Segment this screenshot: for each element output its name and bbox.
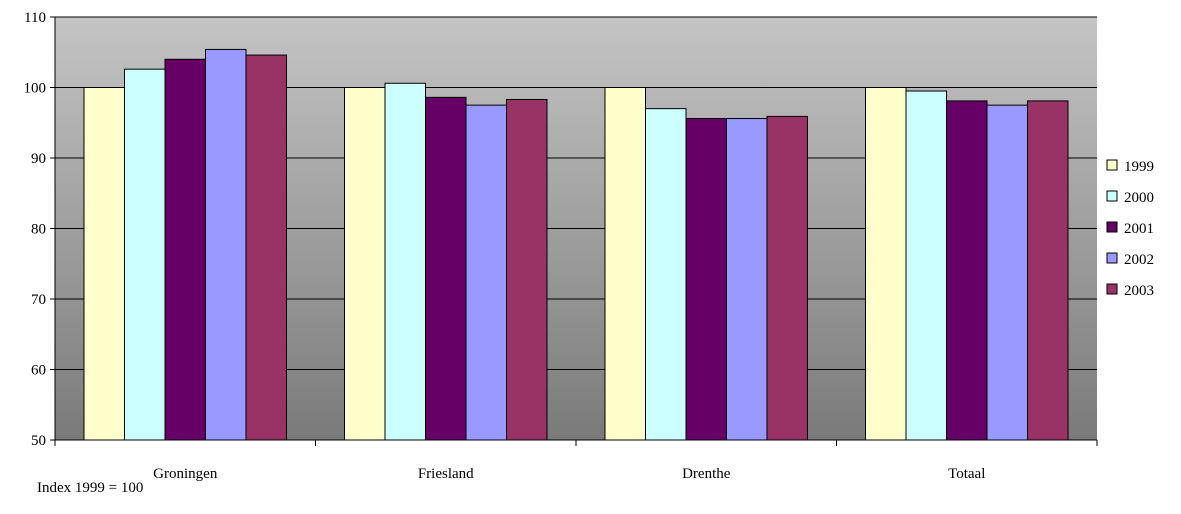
legend-label-2002: 2002: [1124, 252, 1154, 268]
y-tick-label: 70: [31, 292, 46, 308]
legend-label-2003: 2003: [1124, 283, 1154, 299]
x-tick-label: Drenthe: [682, 466, 731, 482]
y-tick-label: 110: [24, 10, 46, 26]
bar-drenthe-1999: [604, 87, 646, 441]
bar-friesland-2002: [465, 104, 507, 441]
bar-groningen-2001: [164, 58, 206, 441]
bar-groningen-2000: [124, 68, 166, 441]
legend-swatch-2001: [1106, 221, 1118, 233]
bar-groningen-2002: [205, 48, 247, 441]
legend-swatch-2000: [1106, 190, 1118, 202]
x-tick-label: Totaal: [948, 466, 985, 482]
bar-groningen-1999: [83, 87, 125, 441]
chart-note: Index 1999 = 100: [37, 480, 143, 496]
bar-totaal-2003: [1027, 100, 1069, 441]
bar-drenthe-2000: [645, 108, 687, 441]
y-tick-label: 100: [24, 81, 47, 97]
y-tick-label: 90: [31, 151, 46, 167]
legend-label-2000: 2000: [1124, 190, 1154, 206]
y-tick-label: 80: [31, 222, 46, 238]
bar-friesland-2000: [384, 82, 426, 441]
bar-drenthe-2001: [685, 118, 727, 441]
legend-label-2001: 2001: [1124, 221, 1154, 237]
bar-friesland-1999: [344, 87, 386, 441]
legend: 1999 2000 2001 2002 2003: [1106, 159, 1154, 299]
bar-totaal-2001: [946, 100, 988, 441]
legend-swatch-2003: [1106, 283, 1118, 295]
x-tick-labels: Groningen Friesland Drenthe Totaal: [153, 466, 985, 482]
bar-totaal-2002: [986, 104, 1028, 441]
legend-label-1999: 1999: [1124, 159, 1154, 175]
legend-swatch-1999: [1106, 159, 1118, 171]
bar-totaal-1999: [865, 87, 907, 441]
bar-drenthe-2002: [726, 118, 768, 441]
bar-friesland-2003: [506, 98, 548, 441]
x-tick-label: Friesland: [418, 466, 474, 482]
y-tick-label: 60: [31, 363, 46, 379]
bar-totaal-2000: [905, 90, 947, 441]
bar-drenthe-2003: [766, 115, 808, 441]
bar-groningen-2003: [245, 54, 287, 441]
axes: [50, 16, 1098, 446]
y-tick-label: 50: [31, 433, 46, 449]
legend-swatch-2002: [1106, 252, 1118, 264]
y-tick-labels: 50 60 70 80 90 100 110: [24, 10, 47, 449]
x-tick-label: Groningen: [153, 466, 218, 482]
bar-friesland-2001: [425, 96, 467, 441]
